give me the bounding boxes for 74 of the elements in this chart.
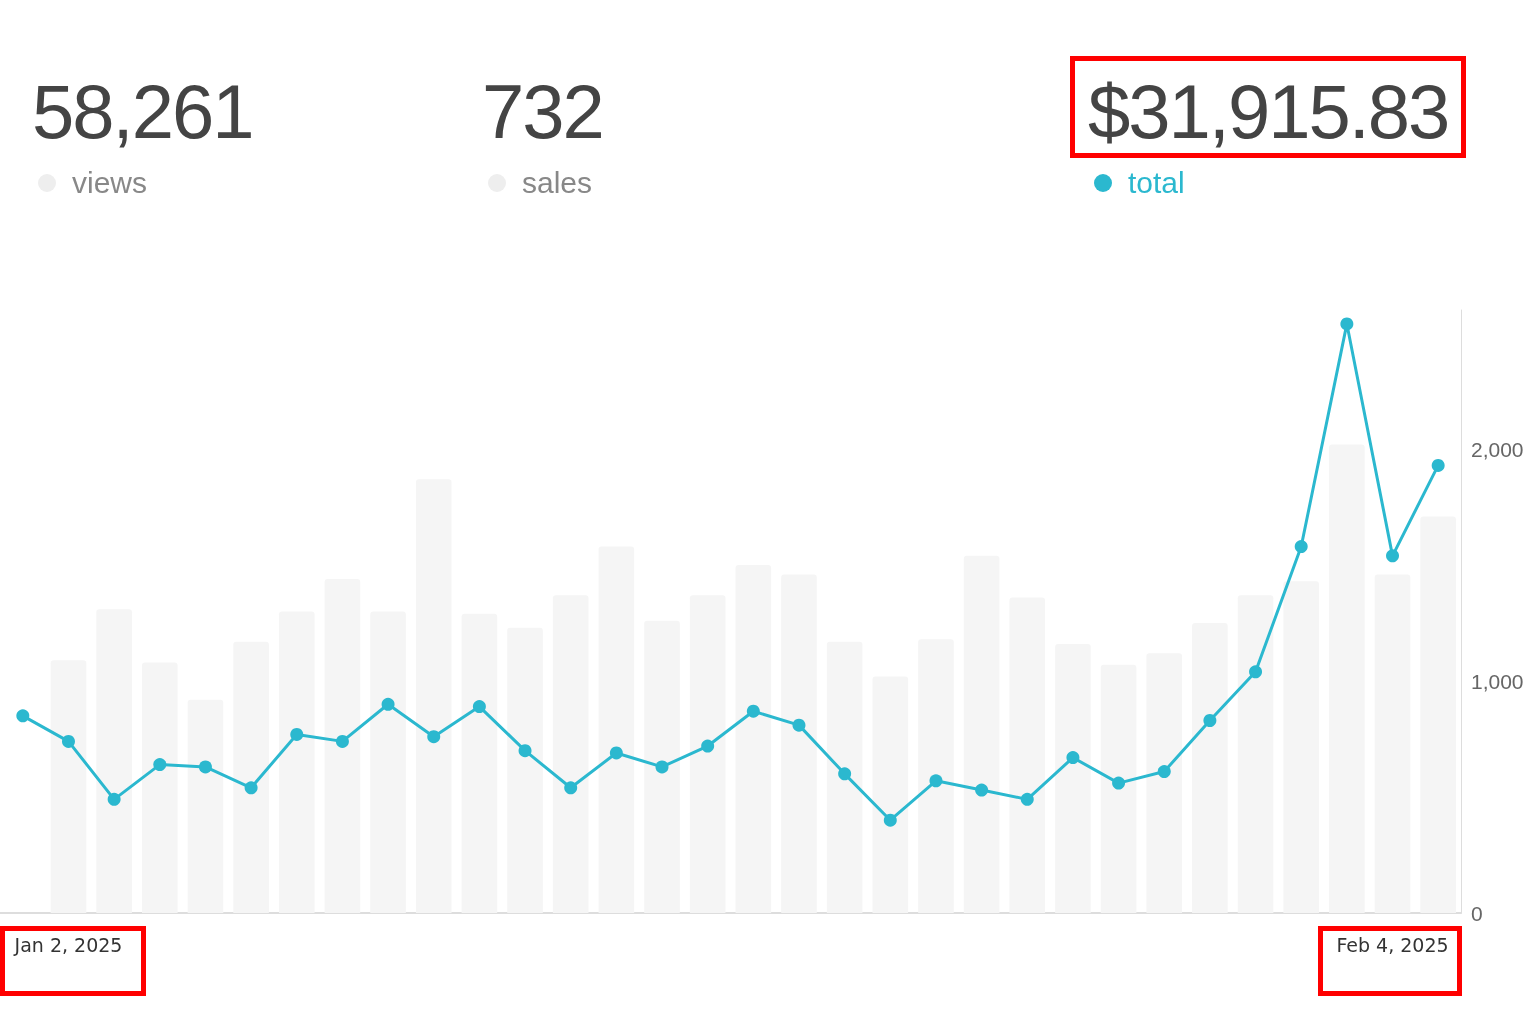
bar bbox=[1329, 444, 1365, 913]
point bbox=[1386, 549, 1400, 563]
point bbox=[427, 730, 441, 744]
point bbox=[701, 739, 715, 753]
point bbox=[1340, 317, 1354, 331]
bar bbox=[963, 555, 1000, 913]
bar bbox=[1192, 623, 1228, 913]
point bbox=[1203, 714, 1217, 727]
point bbox=[335, 734, 349, 748]
bar bbox=[1237, 595, 1274, 913]
bar bbox=[1009, 597, 1046, 913]
bar bbox=[50, 660, 87, 913]
bar bbox=[141, 662, 178, 913]
bar bbox=[187, 699, 224, 913]
bar bbox=[826, 641, 863, 913]
point bbox=[1157, 765, 1171, 779]
point bbox=[1249, 665, 1263, 679]
bar bbox=[96, 609, 132, 913]
y-tick-label: 1,000 bbox=[1471, 669, 1524, 693]
point bbox=[16, 709, 30, 723]
text: $31,915.83 bbox=[1088, 69, 1449, 154]
bar bbox=[1374, 574, 1411, 913]
point bbox=[62, 734, 75, 748]
point bbox=[381, 697, 395, 711]
point bbox=[107, 792, 121, 806]
bar bbox=[370, 611, 406, 913]
bar bbox=[598, 546, 635, 913]
bar bbox=[1055, 643, 1091, 913]
point bbox=[1294, 540, 1308, 554]
bar bbox=[233, 641, 269, 913]
point bbox=[655, 760, 669, 774]
point bbox=[792, 718, 806, 732]
point bbox=[1066, 751, 1080, 765]
bar bbox=[1420, 516, 1456, 913]
bar bbox=[735, 565, 772, 913]
point bbox=[244, 781, 258, 795]
bar bbox=[324, 579, 361, 913]
point bbox=[883, 813, 897, 827]
text: 58,261 bbox=[32, 69, 253, 154]
bar bbox=[918, 639, 954, 913]
bar bbox=[872, 676, 909, 913]
point bbox=[564, 781, 578, 795]
bar bbox=[1283, 581, 1320, 913]
point bbox=[1020, 792, 1034, 806]
point bbox=[1431, 458, 1445, 472]
point bbox=[153, 758, 167, 772]
point bbox=[838, 767, 852, 781]
bar bbox=[644, 620, 680, 913]
text: sales bbox=[522, 166, 593, 200]
point bbox=[609, 746, 623, 760]
point bbox=[290, 727, 304, 741]
point bbox=[929, 774, 943, 788]
bar bbox=[415, 479, 452, 913]
bar bbox=[781, 574, 817, 913]
point bbox=[1112, 776, 1126, 790]
legend-label: total bbox=[1128, 166, 1185, 200]
y-tick-label: 2,000 bbox=[1471, 437, 1524, 461]
bar bbox=[461, 613, 498, 913]
bar bbox=[1146, 653, 1183, 913]
point bbox=[518, 744, 532, 758]
y-tick-label: 0 bbox=[1471, 901, 1483, 925]
x-tick-label: Feb 4, 2025 bbox=[1336, 933, 1449, 956]
bar bbox=[1100, 664, 1137, 913]
bar bbox=[689, 595, 726, 913]
bar bbox=[278, 611, 315, 913]
point bbox=[975, 783, 989, 797]
text: views bbox=[72, 166, 148, 200]
bar bbox=[552, 595, 589, 913]
x-tick-label: Jan 2, 2025 bbox=[13, 933, 123, 956]
bar bbox=[507, 627, 543, 913]
point bbox=[472, 700, 486, 714]
point bbox=[198, 760, 212, 774]
text: 732 bbox=[482, 69, 603, 154]
point bbox=[746, 704, 760, 718]
